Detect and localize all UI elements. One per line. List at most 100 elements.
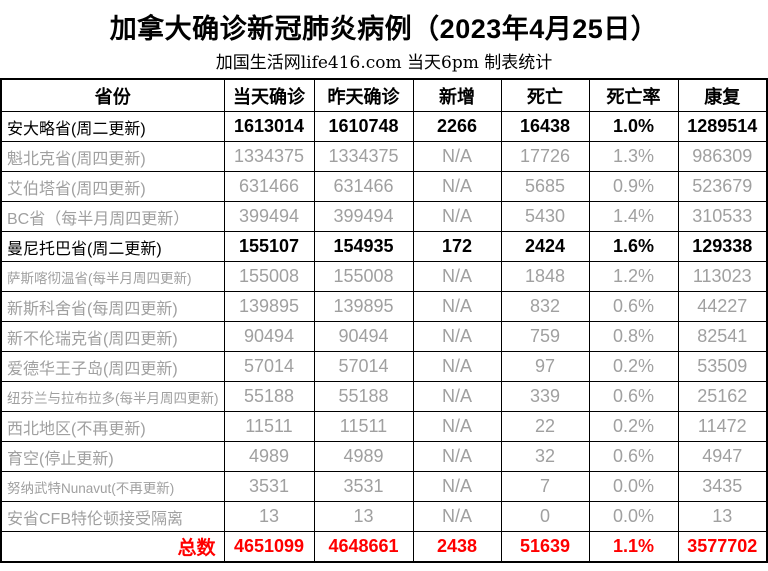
cell-new: 172 xyxy=(412,231,502,262)
table-row: 魁北克省(周四更新) 1334375 1334375 N/A 17726 1.3% 9863… xyxy=(0,141,768,172)
table-row: 安大略省(周二更新) 1613014 1610748 2266 16438 1.0% 128… xyxy=(0,111,768,142)
cell-new: N/A xyxy=(412,351,502,382)
cell-new: N/A xyxy=(412,381,502,412)
cell-deaths: 5430 xyxy=(500,201,590,232)
cell-yesterday: 631466 xyxy=(313,171,414,202)
table-body: 安大略省(周二更新) 1613014 1610748 2266 16438 1.0% 128… xyxy=(0,111,768,563)
cell-province: 新斯科舍省(每周四更新) xyxy=(0,291,225,322)
cell-new: N/A xyxy=(412,321,502,352)
covid-stats-table: 省份 当天确诊 昨天确诊 新增 死亡 死亡率 康复 安大略省(周二更新) 1613014 161… xyxy=(0,78,768,563)
totals-row: 总数 4651099 4648661 2438 51639 1.1% 3577702 xyxy=(0,531,768,563)
cell-new: N/A xyxy=(412,411,502,442)
table-row: 新斯科舍省(每周四更新) 139895 139895 N/A 832 0.6% 44227 xyxy=(0,291,768,322)
column-header: 康复 xyxy=(677,78,768,112)
cell-new: N/A xyxy=(412,291,502,322)
cell-today: 4989 xyxy=(223,441,315,472)
cell-province: 魁北克省(周四更新) xyxy=(0,141,225,172)
page-subtitle: 加国生活网life416.com 当天6pm 制表统计 xyxy=(215,53,553,73)
cell-yesterday: 4648661 xyxy=(313,531,414,563)
cell-deaths: 832 xyxy=(500,291,590,322)
cell-today: 90494 xyxy=(223,321,315,352)
cell-death_rate: 1.3% xyxy=(588,141,679,172)
cell-deaths: 17726 xyxy=(500,141,590,172)
cell-province: 安省CFB特伦顿接受隔离 xyxy=(0,501,225,532)
cell-province: 西北地区(不再更新) xyxy=(0,411,225,442)
cell-deaths: 1848 xyxy=(500,261,590,292)
cell-recovered: 523679 xyxy=(677,171,768,202)
cell-death_rate: 1.2% xyxy=(588,261,679,292)
cell-yesterday: 154935 xyxy=(313,231,414,262)
cell-recovered: 3435 xyxy=(677,471,768,502)
cell-deaths: 22 xyxy=(500,411,590,442)
cell-recovered: 13 xyxy=(677,501,768,532)
cell-deaths: 0 xyxy=(500,501,590,532)
cell-province: 萨斯喀彻温省(每半月周四更新) xyxy=(0,261,225,292)
cell-today: 55188 xyxy=(223,381,315,412)
cell-province: BC省（每半月周四更新） xyxy=(0,201,225,232)
cell-new: N/A xyxy=(412,201,502,232)
cell-recovered: 1289514 xyxy=(677,111,768,142)
cell-yesterday: 90494 xyxy=(313,321,414,352)
cell-deaths: 339 xyxy=(500,381,590,412)
cell-deaths: 759 xyxy=(500,321,590,352)
cell-death_rate: 0.8% xyxy=(588,321,679,352)
cell-death_rate: 0.2% xyxy=(588,411,679,442)
cell-death_rate: 0.6% xyxy=(588,381,679,412)
column-header: 当天确诊 xyxy=(223,78,315,112)
cell-today: 399494 xyxy=(223,201,315,232)
cell-death_rate: 0.9% xyxy=(588,171,679,202)
table-row: 萨斯喀彻温省(每半月周四更新) 155008 155008 N/A 1848 1.2% 11… xyxy=(0,261,768,292)
cell-today: 139895 xyxy=(223,291,315,322)
header-row: 省份 当天确诊 昨天确诊 新增 死亡 死亡率 康复 xyxy=(0,78,768,112)
cell-today: 155107 xyxy=(223,231,315,262)
cell-new: 2438 xyxy=(412,531,502,563)
cell-deaths: 51639 xyxy=(500,531,590,563)
cell-deaths: 16438 xyxy=(500,111,590,142)
cell-new: N/A xyxy=(412,441,502,472)
cell-death_rate: 1.6% xyxy=(588,231,679,262)
table-row: 新不伦瑞克省(周四更新) 90494 90494 N/A 759 0.8% 82541 xyxy=(0,321,768,352)
cell-province: 爱德华王子岛(周四更新) xyxy=(0,351,225,382)
cell-recovered: 129338 xyxy=(677,231,768,262)
table-row: 曼尼托巴省(周二更新) 155107 154935 172 2424 1.6% 129338 xyxy=(0,231,768,262)
cell-today: 13 xyxy=(223,501,315,532)
cell-province: 努纳武特Nunavut(不再更新) xyxy=(0,471,225,502)
cell-death_rate: 0.0% xyxy=(588,471,679,502)
cell-province: 总数 xyxy=(0,531,225,563)
cell-deaths: 7 xyxy=(500,471,590,502)
cell-yesterday: 4989 xyxy=(313,441,414,472)
cell-today: 57014 xyxy=(223,351,315,382)
cell-death_rate: 1.4% xyxy=(588,201,679,232)
cell-yesterday: 13 xyxy=(313,501,414,532)
cell-new: N/A xyxy=(412,171,502,202)
cell-recovered: 44227 xyxy=(677,291,768,322)
table-row: 纽芬兰与拉布拉多(每半月周四更新) 55188 55188 N/A 339 0.6% 251… xyxy=(0,381,768,412)
cell-death_rate: 0.6% xyxy=(588,291,679,322)
cell-deaths: 97 xyxy=(500,351,590,382)
cell-province: 艾伯塔省(周四更新) xyxy=(0,171,225,202)
table-row: 爱德华王子岛(周四更新) 57014 57014 N/A 97 0.2% 53509 xyxy=(0,351,768,382)
cell-yesterday: 57014 xyxy=(313,351,414,382)
column-header: 省份 xyxy=(0,78,225,112)
cell-today: 1334375 xyxy=(223,141,315,172)
cell-province: 育空(停止更新) xyxy=(0,441,225,472)
cell-province: 曼尼托巴省(周二更新) xyxy=(0,231,225,262)
cell-new: N/A xyxy=(412,501,502,532)
cell-new: N/A xyxy=(412,471,502,502)
cell-death_rate: 0.6% xyxy=(588,441,679,472)
cell-new: 2266 xyxy=(412,111,502,142)
table-row: 育空(停止更新) 4989 4989 N/A 32 0.6% 4947 xyxy=(0,441,768,472)
table-row: BC省（每半月周四更新） 399494 399494 N/A 5430 1.4% 31053… xyxy=(0,201,768,232)
table-row: 努纳武特Nunavut(不再更新) 3531 3531 N/A 7 0.0% 3435 xyxy=(0,471,768,502)
cell-recovered: 986309 xyxy=(677,141,768,172)
cell-recovered: 82541 xyxy=(677,321,768,352)
cell-recovered: 11472 xyxy=(677,411,768,442)
cell-today: 4651099 xyxy=(223,531,315,563)
cell-death_rate: 1.1% xyxy=(588,531,679,563)
cell-yesterday: 155008 xyxy=(313,261,414,292)
cell-recovered: 3577702 xyxy=(677,531,768,563)
column-header: 死亡率 xyxy=(588,78,679,112)
cell-province: 安大略省(周二更新) xyxy=(0,111,225,142)
cell-today: 155008 xyxy=(223,261,315,292)
cell-today: 1613014 xyxy=(223,111,315,142)
